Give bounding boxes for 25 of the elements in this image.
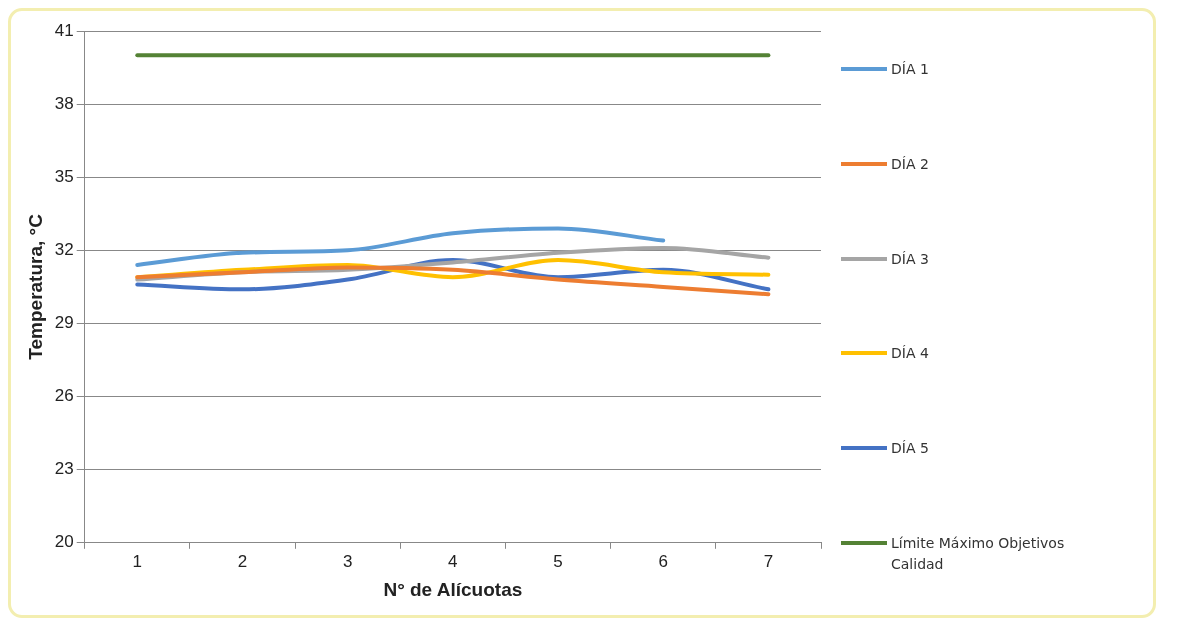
y-axis-title: Temperatura, °C	[24, 213, 46, 360]
x-tick-label: 2	[237, 551, 248, 571]
legend-label: DÍA 2	[891, 154, 930, 174]
y-tick-label: 26	[54, 386, 74, 406]
x-tick-label: 4	[448, 551, 458, 571]
line-series	[135, 265, 771, 297]
x-tick-label: 1	[132, 551, 143, 571]
x-tick-label: 3	[342, 551, 353, 571]
x-tick-label: 6	[658, 551, 668, 571]
legend-label: DÍA 1	[891, 60, 930, 79]
x-tick-label: 7	[763, 551, 774, 571]
y-tick-label: 38	[54, 93, 74, 113]
y-tick-label: 20	[54, 532, 74, 552]
legend-label: DÍA 4	[891, 344, 930, 364]
legend-label: DÍA 3	[891, 249, 930, 269]
y-tick-label: 23	[54, 459, 74, 479]
x-axis-title: N° de Alícuotas	[383, 578, 523, 600]
legend-label: Límite Máximo Objetivos Calidad	[891, 534, 1066, 574]
line-series	[135, 226, 666, 267]
y-tick-label: 32	[54, 240, 74, 260]
legend-label: DÍA 5	[891, 439, 930, 459]
y-tick-label: 41	[54, 20, 74, 40]
y-tick-label: 29	[54, 313, 74, 333]
x-tick-label: 5	[553, 551, 563, 571]
y-tick-label: 35	[54, 166, 74, 186]
